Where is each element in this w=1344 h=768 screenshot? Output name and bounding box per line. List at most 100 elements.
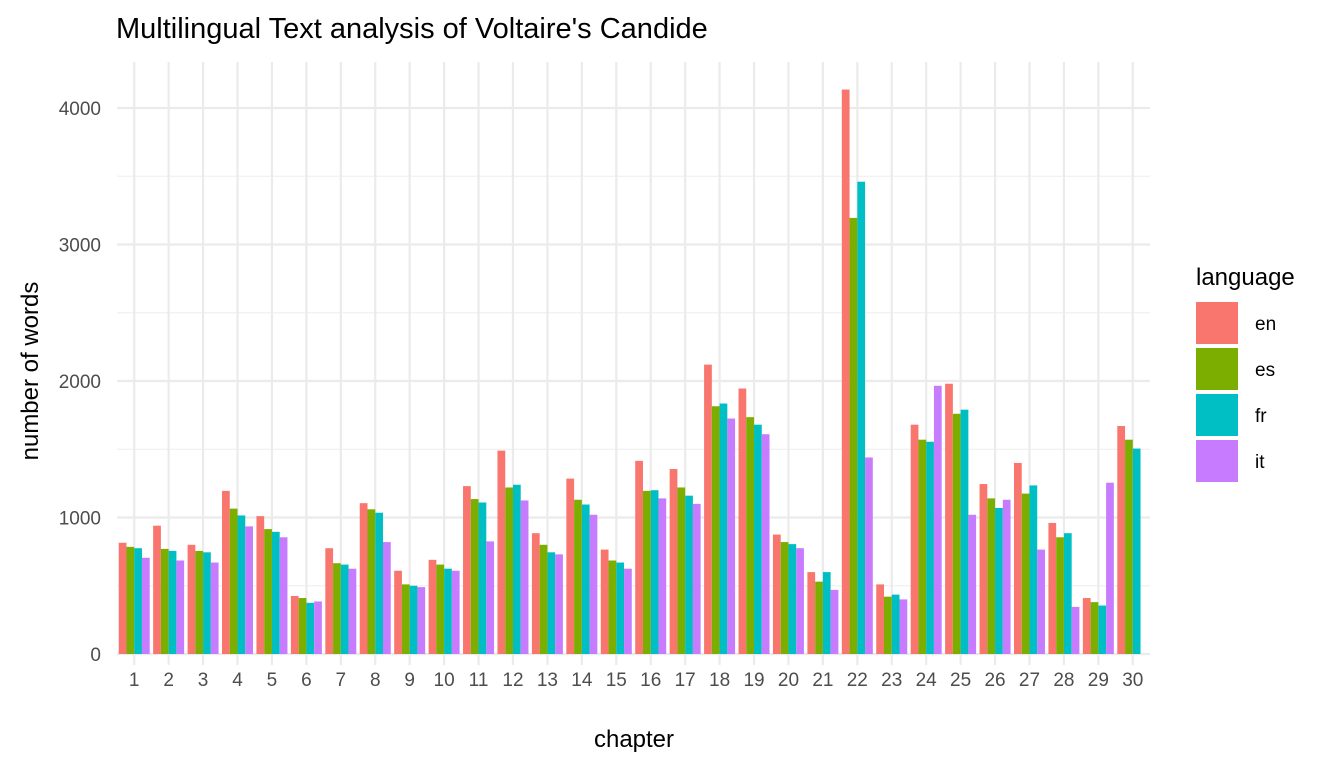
bar-ch1-es	[126, 546, 135, 654]
y-axis-ticks: 0 1000 2000 3000 4000	[59, 99, 101, 666]
bar-ch26-en	[979, 484, 988, 654]
bar-ch13-en	[531, 533, 540, 654]
x-tick-label: 28	[1053, 670, 1074, 691]
bar-ch12-fr	[512, 484, 521, 654]
x-axis-ticks: 1 2 3 4 5 6 7 8 9 10 11 12 13 14 15 16 17 18 19 20 21 22 23 24 2…	[129, 670, 1143, 691]
legend: language en es fr it	[1196, 264, 1295, 482]
bar-ch7-it	[348, 568, 357, 654]
bar-ch5-fr	[271, 531, 280, 654]
bar-ch7-fr	[340, 564, 349, 654]
bar-ch2-it	[176, 560, 185, 654]
bar-ch3-fr	[203, 552, 211, 654]
bar-ch26-fr	[995, 507, 1003, 654]
bar-ch12-en	[497, 450, 506, 654]
x-tick-label: 27	[1019, 670, 1040, 691]
bar-ch12-es	[505, 487, 513, 654]
bar-ch23-es	[884, 596, 892, 654]
bar-ch12-it	[520, 500, 529, 654]
bar-ch14-es	[574, 499, 582, 654]
bar-ch28-it	[1071, 606, 1080, 654]
bar-ch15-en	[600, 549, 609, 654]
bar-ch4-it	[245, 526, 254, 654]
bar-ch8-es	[367, 509, 376, 654]
legend-swatch-it	[1196, 440, 1238, 482]
bar-ch9-fr	[409, 585, 418, 654]
legend-label-en: en	[1255, 314, 1276, 335]
bar-ch30-fr	[1132, 448, 1141, 654]
bar-ch11-en	[463, 486, 471, 654]
legend-title: language	[1196, 264, 1295, 291]
chart-title: Multilingual Text analysis of Voltaire's…	[116, 13, 708, 45]
bar-ch1-en	[118, 542, 127, 654]
bar-ch16-it	[658, 498, 667, 654]
bar-ch8-it	[383, 542, 391, 654]
y-axis-title: number of words	[17, 282, 44, 461]
bar-ch17-it	[692, 503, 701, 654]
bar-ch8-fr	[375, 512, 383, 654]
bar-ch21-it	[830, 589, 839, 654]
bar-ch26-es	[987, 498, 996, 654]
bar-ch8-en	[359, 503, 368, 654]
bar-ch24-fr	[926, 441, 934, 654]
bar-ch10-it	[451, 570, 460, 654]
legend-label-es: es	[1255, 360, 1275, 381]
bar-ch22-es	[849, 217, 858, 654]
x-tick-label: 2	[163, 670, 174, 691]
bar-ch19-en	[738, 388, 747, 654]
bar-ch15-fr	[616, 562, 625, 654]
bar-ch17-en	[669, 469, 678, 654]
bar-ch30-es	[1125, 439, 1133, 654]
bar-ch10-es	[436, 564, 445, 654]
bar-ch23-it	[899, 599, 908, 654]
y-tick-label: 4000	[59, 99, 101, 120]
bar-ch17-es	[677, 487, 686, 654]
bar-ch6-es	[298, 598, 307, 654]
x-tick-label: 25	[950, 670, 971, 691]
bar-ch5-es	[264, 529, 272, 654]
bar-ch19-fr	[754, 424, 762, 654]
x-tick-label: 4	[232, 670, 243, 691]
x-tick-label: 19	[743, 670, 764, 691]
bar-ch30-en	[1117, 426, 1126, 654]
bars	[118, 89, 1141, 654]
bar-ch14-it	[589, 514, 598, 654]
bar-ch29-fr	[1098, 605, 1107, 654]
x-tick-label: 3	[198, 670, 209, 691]
x-tick-label: 30	[1122, 670, 1143, 691]
bar-ch9-en	[394, 570, 402, 654]
bar-ch23-en	[876, 584, 884, 654]
x-tick-label: 5	[267, 670, 278, 691]
x-tick-label: 12	[502, 670, 523, 691]
bar-ch20-fr	[788, 544, 797, 654]
bar-ch22-en	[841, 89, 850, 654]
y-tick-label: 3000	[59, 236, 101, 257]
bar-ch25-es	[952, 413, 961, 654]
bar-ch18-fr	[719, 403, 728, 654]
x-tick-label: 13	[537, 670, 558, 691]
bar-ch14-en	[566, 478, 575, 654]
bar-ch6-fr	[306, 602, 315, 654]
bar-ch27-es	[1021, 493, 1030, 654]
bar-ch9-es	[401, 584, 410, 654]
bar-ch20-it	[796, 548, 804, 654]
x-tick-label: 21	[812, 670, 833, 691]
x-tick-label: 7	[336, 670, 347, 691]
legend-label-it: it	[1255, 452, 1265, 473]
x-tick-label: 23	[881, 670, 902, 691]
bar-ch27-en	[1013, 462, 1022, 654]
bar-ch19-es	[746, 417, 755, 654]
bar-ch16-fr	[650, 490, 659, 654]
legend-swatch-es	[1196, 348, 1238, 390]
bar-ch13-es	[539, 544, 548, 654]
bar-ch2-es	[160, 548, 169, 654]
bar-ch20-es	[780, 542, 789, 654]
bar-ch28-en	[1048, 522, 1057, 654]
bar-ch10-en	[428, 559, 437, 654]
bar-ch28-fr	[1063, 533, 1072, 654]
x-tick-label: 10	[434, 670, 455, 691]
bar-ch27-fr	[1029, 485, 1038, 654]
bar-ch23-fr	[891, 594, 900, 654]
bar-ch27-it	[1037, 549, 1045, 654]
